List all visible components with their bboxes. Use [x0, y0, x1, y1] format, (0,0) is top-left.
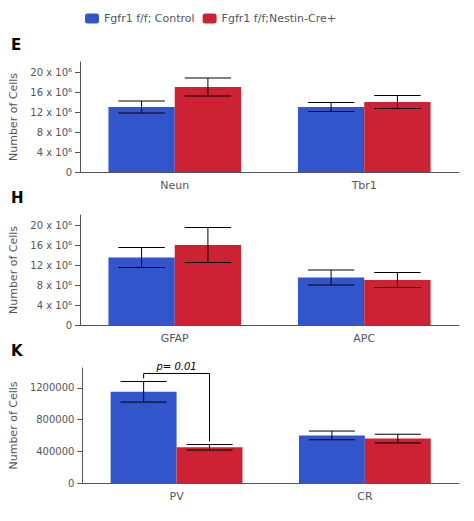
svg-text:12 x 10⁶: 12 x 10⁶: [30, 107, 72, 118]
svg-text:Neun: Neun: [160, 179, 189, 192]
svg-text:16 x 10⁶: 16 x 10⁶: [30, 240, 72, 251]
svg-text:Number of Cells: Number of Cells: [7, 73, 20, 161]
svg-text:0: 0: [66, 167, 72, 178]
svg-text:GFAP: GFAP: [161, 332, 189, 345]
svg-text:4 x 10⁶: 4 x 10⁶: [37, 300, 72, 311]
svg-text:16 x 10⁶: 16 x 10⁶: [30, 87, 72, 98]
svg-text:Number of Cells: Number of Cells: [7, 226, 20, 314]
svg-text:800000: 800000: [36, 414, 74, 425]
svg-text:p= 0.01: p= 0.01: [155, 361, 196, 372]
svg-text:APC: APC: [353, 332, 375, 345]
svg-text:1200000: 1200000: [30, 382, 75, 393]
svg-text:0: 0: [66, 320, 72, 331]
svg-text:Tbr1: Tbr1: [351, 179, 377, 192]
svg-text:400000: 400000: [36, 446, 74, 457]
svg-text:4 x 10⁶: 4 x 10⁶: [37, 147, 72, 158]
svg-text:20 x 10⁶: 20 x 10⁶: [30, 220, 72, 231]
svg-text:K: K: [11, 342, 24, 360]
svg-text:Fgfr1 f/f; Control: Fgfr1 f/f; Control: [104, 12, 195, 25]
svg-text:8 x 10⁶: 8 x 10⁶: [37, 280, 72, 291]
svg-text:H: H: [11, 189, 24, 207]
svg-text:CR: CR: [357, 490, 373, 503]
svg-text:PV: PV: [169, 490, 184, 503]
svg-text:Fgfr1 f/f;Nestin-Cre+: Fgfr1 f/f;Nestin-Cre+: [222, 12, 336, 25]
svg-text:E: E: [11, 36, 21, 54]
svg-text:12 x 10⁶: 12 x 10⁶: [30, 260, 72, 271]
svg-text:8 x 10⁶: 8 x 10⁶: [37, 127, 72, 138]
svg-text:0: 0: [68, 478, 74, 489]
svg-text:Number of Cells: Number of Cells: [7, 381, 20, 469]
svg-text:20 x 10⁶: 20 x 10⁶: [30, 67, 72, 78]
